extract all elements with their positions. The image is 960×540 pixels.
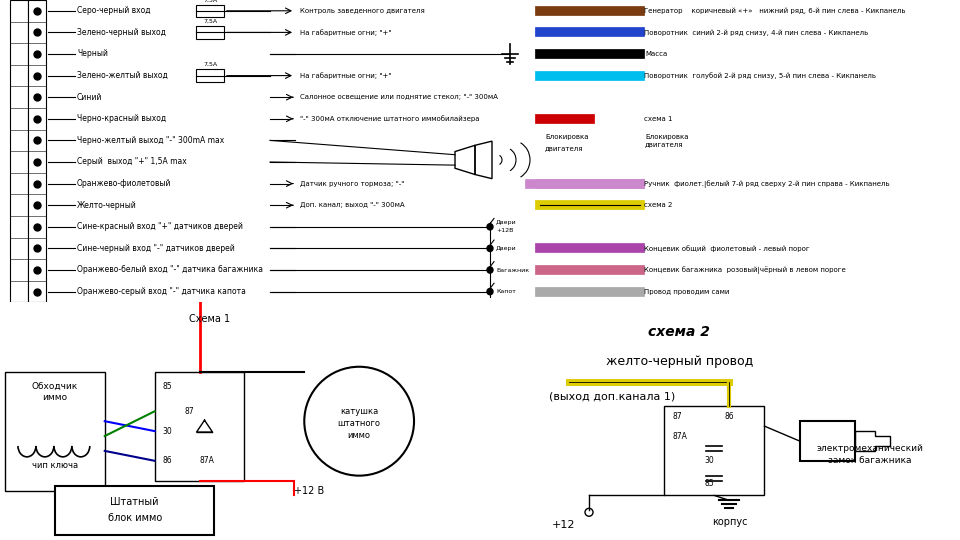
Text: 7,5А: 7,5А bbox=[203, 0, 217, 3]
Text: Провод проводим сами: Провод проводим сами bbox=[644, 288, 730, 295]
Text: 87А: 87А bbox=[672, 431, 687, 441]
Text: Оранжево-белый вход "-" датчика багажника: Оранжево-белый вход "-" датчика багажник… bbox=[77, 266, 263, 274]
Text: схема 2: схема 2 bbox=[644, 202, 672, 208]
Bar bbox=[155, 372, 245, 481]
Text: Генератор    коричневый «+»   нижний ряд, 6-й пин слева - Кикпанель: Генератор коричневый «+» нижний ряд, 6-й… bbox=[644, 8, 905, 14]
Text: схема 2: схема 2 bbox=[648, 325, 710, 339]
Text: 86: 86 bbox=[725, 411, 734, 421]
Text: Блокировка: Блокировка bbox=[545, 134, 588, 140]
Text: 30: 30 bbox=[705, 456, 714, 465]
Text: иммо: иммо bbox=[348, 430, 371, 440]
Text: Поворотник  синий 2-й ряд снизу, 4-й пин слева - Кикпанель: Поворотник синий 2-й ряд снизу, 4-й пин … bbox=[644, 29, 868, 36]
Text: Зелено-желтый выход: Зелено-желтый выход bbox=[77, 71, 168, 80]
Text: +12: +12 bbox=[552, 520, 576, 530]
Text: Блокировка
двигателя: Блокировка двигателя bbox=[645, 134, 688, 147]
Bar bbox=[5, 372, 105, 490]
Bar bbox=[55, 485, 214, 535]
Text: чип ключа: чип ключа bbox=[32, 461, 78, 470]
Bar bbox=[800, 421, 854, 461]
Text: 85: 85 bbox=[705, 479, 714, 488]
Text: 85: 85 bbox=[162, 382, 172, 391]
Text: Сине-черный вход "-" датчиков дверей: Сине-черный вход "-" датчиков дверей bbox=[77, 244, 235, 253]
Text: Контроль заведенного двигателя: Контроль заведенного двигателя bbox=[300, 8, 424, 14]
Text: Сине-красный вход "+" датчиков дверей: Сине-красный вход "+" датчиков дверей bbox=[77, 222, 243, 231]
Text: +12 В: +12 В bbox=[295, 485, 324, 496]
Text: На габаритные огни; "+": На габаритные огни; "+" bbox=[300, 29, 392, 36]
Text: Поворотник  голубой 2-й ряд снизу, 5-й пин слева - Кикпанель: Поворотник голубой 2-й ряд снизу, 5-й пи… bbox=[644, 72, 876, 79]
Bar bbox=[10, 0, 28, 302]
Text: 87: 87 bbox=[184, 407, 194, 416]
Bar bbox=[664, 407, 764, 496]
Text: 87: 87 bbox=[672, 411, 682, 421]
Text: Серый  выход "+" 1,5А max: Серый выход "+" 1,5А max bbox=[77, 158, 187, 166]
Text: катушка: катушка bbox=[340, 407, 378, 416]
Text: (выход доп.канала 1): (выход доп.канала 1) bbox=[549, 392, 675, 401]
Text: +12В: +12В bbox=[496, 228, 514, 233]
Text: На габаритные огни; "+": На габаритные огни; "+" bbox=[300, 72, 392, 79]
Text: иммо: иммо bbox=[42, 394, 67, 402]
Bar bbox=[196, 4, 224, 17]
Bar bbox=[28, 0, 46, 302]
Text: Багажник: Багажник bbox=[496, 267, 529, 273]
Text: 7,5А: 7,5А bbox=[203, 62, 217, 68]
Text: Концевик багажника  розовый|чёрный в левом пороге: Концевик багажника розовый|чёрный в лево… bbox=[644, 266, 846, 274]
Text: Зелено-черный выход: Зелено-черный выход bbox=[77, 28, 166, 37]
Text: Черно-желтый выход "-" 300mA max: Черно-желтый выход "-" 300mA max bbox=[77, 136, 225, 145]
Text: Масса: Масса bbox=[645, 51, 667, 57]
Text: Ручник  фиолет.|белый 7-й ряд сверху 2-й пин справа - Кикпанель: Ручник фиолет.|белый 7-й ряд сверху 2-й … bbox=[644, 180, 890, 187]
Text: Оранжево-серый вход "-" датчика капота: Оранжево-серый вход "-" датчика капота bbox=[77, 287, 246, 296]
Text: Черный: Черный bbox=[77, 50, 108, 58]
Text: блок иммо: блок иммо bbox=[108, 513, 162, 523]
Circle shape bbox=[487, 224, 493, 230]
Text: Желто-черный: Желто-черный bbox=[77, 201, 136, 210]
Text: Датчик ручного тормоза; "-": Датчик ручного тормоза; "-" bbox=[300, 180, 404, 187]
Circle shape bbox=[304, 367, 414, 476]
Text: Салонное освещение или поднятие стекол; "-" 300мА: Салонное освещение или поднятие стекол; … bbox=[300, 94, 498, 100]
Text: Доп. канал; выход "-" 300мА: Доп. канал; выход "-" 300мА bbox=[300, 202, 404, 208]
Circle shape bbox=[487, 267, 493, 273]
Text: 7,5А: 7,5А bbox=[203, 19, 217, 24]
Text: Двери: Двери bbox=[496, 220, 516, 225]
Bar bbox=[196, 69, 224, 82]
Text: штатного: штатного bbox=[338, 418, 381, 428]
Text: Двери: Двери bbox=[496, 246, 516, 251]
Text: Черно-красный выход: Черно-красный выход bbox=[77, 114, 166, 123]
Text: Капот: Капот bbox=[496, 289, 516, 294]
Circle shape bbox=[487, 245, 493, 252]
Text: Обходчик: Обходчик bbox=[32, 382, 78, 390]
Text: "-" 300мА отключение штатного иммобилайзера: "-" 300мА отключение штатного иммобилайз… bbox=[300, 116, 479, 122]
Circle shape bbox=[487, 288, 493, 295]
Text: замок багажника: замок багажника bbox=[828, 456, 911, 465]
Text: корпус: корпус bbox=[711, 517, 747, 527]
Text: двигателя: двигателя bbox=[545, 145, 584, 151]
Text: Схема 1: Схема 1 bbox=[189, 314, 230, 325]
Text: желто-черный провод: желто-черный провод bbox=[606, 355, 753, 368]
Text: Штатный: Штатный bbox=[110, 497, 159, 508]
Text: Синий: Синий bbox=[77, 93, 103, 102]
Circle shape bbox=[585, 508, 593, 516]
Bar bbox=[196, 26, 224, 39]
Text: 30: 30 bbox=[162, 427, 173, 436]
Text: схема 1: схема 1 bbox=[644, 116, 673, 122]
Text: Концевик общий  фиолетовый - левый порог: Концевик общий фиолетовый - левый порог bbox=[644, 245, 809, 252]
Text: Серо-черный вход: Серо-черный вход bbox=[77, 6, 151, 15]
Text: 87А: 87А bbox=[200, 456, 214, 465]
Text: 86: 86 bbox=[162, 456, 172, 465]
Text: Оранжево-фиолетовый: Оранжево-фиолетовый bbox=[77, 179, 172, 188]
Text: электромеханический: электромеханический bbox=[816, 444, 924, 454]
